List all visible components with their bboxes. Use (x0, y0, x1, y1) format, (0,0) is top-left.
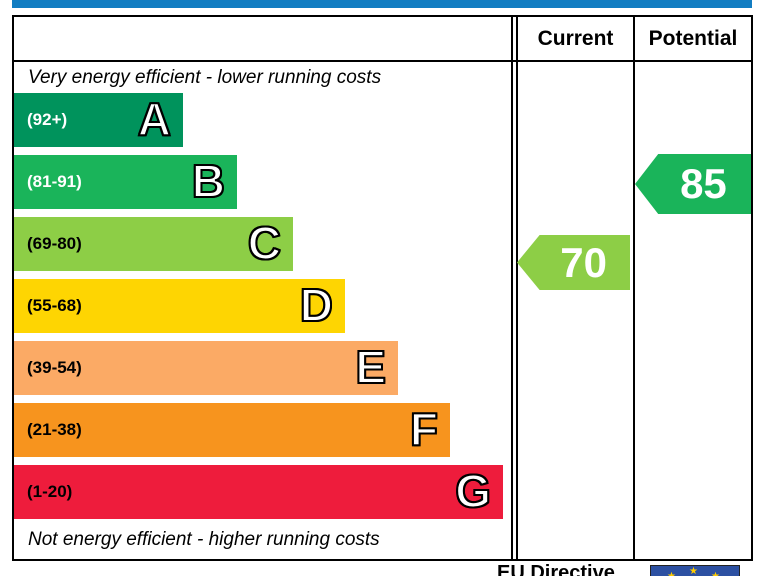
rating-table: Current Potential Very energy efficient … (12, 15, 753, 561)
band-c-range: (69-80) (27, 234, 82, 253)
bottom-caption: Not energy efficient - higher running co… (28, 529, 380, 550)
top-caption: Very energy efficient - lower running co… (28, 67, 382, 88)
current-column-border (516, 17, 518, 559)
potential-rating-value: 85 (680, 160, 727, 207)
band-f: (21-38) F (14, 402, 450, 457)
band-b-range: (81-91) (27, 172, 82, 191)
band-d-letter: D (299, 278, 334, 332)
bands-column-border (511, 17, 513, 559)
band-f-letter: F (409, 402, 439, 456)
eu-flag-star: ★ (711, 572, 720, 576)
potential-rating-arrow: 85 (635, 154, 751, 214)
top-blue-bar (12, 0, 752, 8)
band-c: (69-80) C (14, 216, 293, 271)
band-a-range: (92+) (27, 110, 68, 129)
band-e: (39-54) E (14, 340, 398, 395)
band-e-letter: E (354, 340, 387, 394)
eu-flag-star: ★ (689, 566, 698, 576)
eu-flag-star: ★ (667, 572, 676, 576)
band-b: (81-91) B (14, 154, 237, 209)
header-divider (14, 60, 751, 62)
eu-flag-icon: ★ ★ ★ (650, 565, 740, 576)
eu-directive-label: EU Directive (497, 562, 615, 576)
band-g: (1-20) G (14, 464, 503, 519)
band-e-range: (39-54) (27, 358, 82, 377)
band-g-letter: G (454, 464, 492, 518)
band-d: (55-68) D (14, 278, 345, 333)
potential-column-border (633, 17, 635, 559)
current-rating-arrow: 70 (517, 235, 630, 290)
band-b-letter: B (191, 154, 226, 208)
band-c-letter: C (247, 216, 282, 270)
band-g-range: (1-20) (27, 482, 73, 501)
band-a: (92+) A (14, 92, 183, 147)
band-f-range: (21-38) (27, 420, 82, 439)
band-d-range: (55-68) (27, 296, 82, 315)
potential-column-header: Potential (648, 27, 738, 50)
current-rating-value: 70 (560, 238, 608, 286)
current-column-header: Current (537, 27, 614, 50)
band-a-letter: A (137, 92, 172, 146)
